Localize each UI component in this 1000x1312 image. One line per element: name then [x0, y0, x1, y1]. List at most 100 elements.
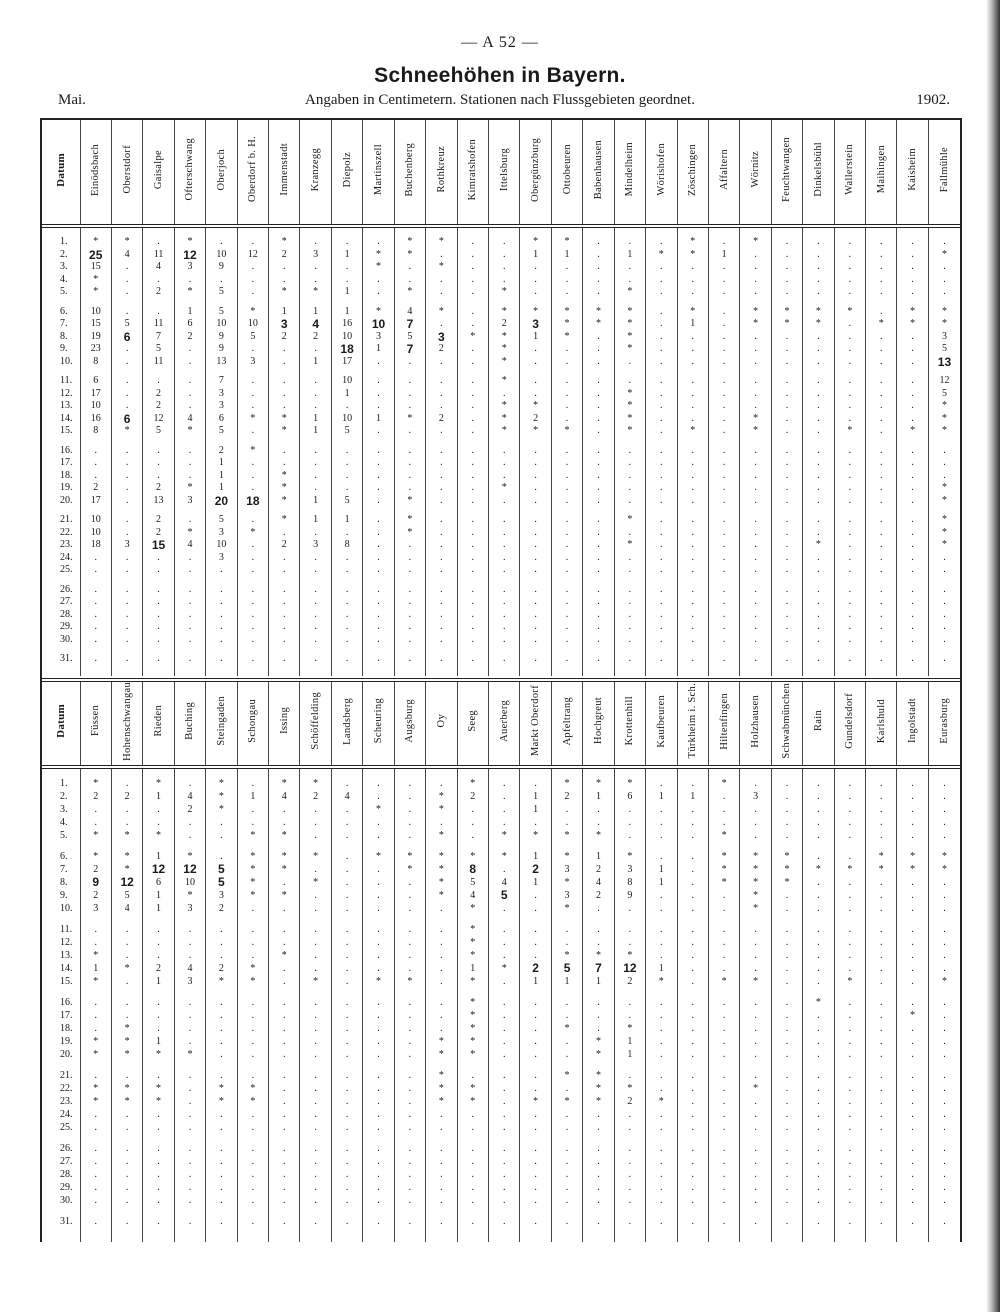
snow-depth-cell: . [865, 387, 897, 400]
snow-depth-cell: * [236, 829, 269, 843]
snow-depth-cell: * [110, 863, 143, 877]
column-header-station: Holzhausen [739, 679, 772, 770]
snow-depth-cell: . [896, 790, 929, 804]
snow-depth-cell: . [802, 646, 835, 676]
snow-depth-cell: . [707, 1035, 740, 1049]
snow-depth-cell: . [833, 962, 866, 976]
station-name: Schwabmünchen [781, 683, 793, 759]
snow-depth-cell: . [268, 816, 300, 830]
column-header-station: Seeg [456, 679, 489, 770]
date-cell: 24. [60, 551, 73, 563]
snow-depth-cell: 2 [142, 387, 175, 400]
snow-depth-cell: . [770, 273, 803, 286]
table-row: 22. * * *. * *..... * *... * *... *...... [42, 1082, 960, 1096]
snow-depth-cell: * [456, 1035, 489, 1049]
snow-depth-cell: . [707, 608, 740, 621]
snow-depth-cell: . [456, 298, 489, 318]
snow-depth-cell: . [613, 368, 646, 388]
snow-depth-cell: . [173, 1009, 206, 1023]
snow-depth-cell: . [865, 1194, 897, 1208]
snow-depth-cell: 1 [550, 975, 583, 989]
snow-depth-cell: . [519, 539, 552, 552]
column-header-station: Dinkelsbühl [802, 120, 835, 228]
snow-depth-cell: 1 [299, 298, 332, 318]
snow-depth-cell: . [330, 816, 363, 830]
column-header-station: Apfeltrang [550, 679, 583, 770]
date-cell: 12. [60, 937, 73, 949]
snow-depth-cell: . [582, 1121, 615, 1135]
snow-depth-cell: . [676, 803, 709, 817]
snow-depth-cell: . [268, 633, 300, 646]
snow-depth-cell: . [425, 1009, 458, 1023]
snow-depth-cell: 3 [110, 539, 143, 552]
snow-depth-cell: * [613, 507, 646, 527]
station-name: Kaisheim [907, 148, 919, 191]
snow-depth-cell: . [110, 633, 143, 646]
snow-depth-cell: . [110, 526, 143, 539]
snow-depth-cell: . [707, 355, 740, 368]
snow-depth-cell: . [833, 1194, 866, 1208]
snow-depth-cell: . [613, 564, 646, 577]
snow-depth-cell: . [770, 829, 803, 843]
snow-depth-cell: . [362, 1134, 395, 1156]
snow-depth-cell: . [79, 576, 112, 596]
snow-depth-cell: 12 [613, 962, 646, 976]
snow-depth-cell: . [707, 889, 740, 903]
snow-depth-cell: * [268, 507, 300, 527]
snow-depth-cell: . [896, 876, 929, 890]
table-row: 9. 2 5 1 * 3 * *.... * 4 5. 3 2 9... *...... [42, 889, 960, 903]
snow-depth-cell: . [362, 790, 395, 804]
snow-depth-cell: . [896, 343, 929, 356]
snow-depth-cell: . [707, 915, 740, 937]
snow-depth-cell: . [927, 286, 960, 299]
snow-depth-cell: 18 [330, 343, 363, 356]
snow-depth-cell: * [896, 1009, 929, 1023]
snow-depth-cell: . [802, 1061, 835, 1083]
snow-depth-cell: 5 [205, 876, 238, 890]
snow-depth-cell: . [362, 437, 395, 457]
snow-depth-cell: . [707, 1134, 740, 1156]
snow-depth-cell: . [645, 1022, 678, 1036]
snow-depth-cell: * [802, 539, 835, 552]
snow-depth-cell: . [770, 621, 803, 634]
snow-depth-cell: . [456, 1061, 489, 1083]
snow-depth-cell: . [268, 273, 300, 286]
snow-depth-cell: . [645, 936, 678, 950]
snow-depth-cell: . [833, 248, 866, 261]
snow-depth-cell: . [802, 962, 835, 976]
snow-depth-cell: 6 [142, 876, 175, 890]
snow-depth-cell: . [582, 1022, 615, 1036]
snow-depth-cell: . [739, 915, 772, 937]
snow-depth-cell: . [519, 368, 552, 388]
snow-depth-cell: . [707, 1048, 740, 1062]
table-row: 19. * * 1........ * *... * 1.......... [42, 1035, 960, 1049]
snow-depth-cell: * [79, 226, 112, 249]
snow-depth-cell: . [770, 482, 803, 495]
snow-depth-cell: * [362, 298, 395, 318]
snow-depth-cell: . [425, 286, 458, 299]
table-row: 22. 10. 2 * 3 *.... *................ * [42, 526, 960, 539]
snow-depth-cell: . [79, 1194, 112, 1208]
snow-depth-cell: . [613, 633, 646, 646]
snow-depth-cell: . [865, 494, 897, 507]
snow-depth-cell: . [676, 286, 709, 299]
snow-depth-cell: . [362, 226, 395, 249]
snow-depth-cell: . [739, 1108, 772, 1122]
snow-depth-cell: . [487, 767, 520, 791]
snow-depth-cell: . [707, 1181, 740, 1195]
snow-depth-cell: . [268, 1022, 300, 1036]
snow-depth-cell: . [487, 564, 520, 577]
snow-depth-cell: . [770, 816, 803, 830]
snow-depth-cell: . [550, 988, 583, 1010]
table-row: 30............................. [42, 633, 960, 646]
station-name: Krottenhill [624, 696, 636, 746]
snow-depth-cell: * [236, 842, 269, 864]
snow-depth-cell: . [865, 343, 897, 356]
snow-depth-cell: . [802, 1035, 835, 1049]
snow-depth-cell: . [110, 437, 143, 457]
date-cell: 20. [60, 1049, 73, 1061]
snow-depth-cell: . [110, 286, 143, 299]
snow-depth-cell: . [456, 1155, 489, 1169]
snow-depth-cell: . [268, 1155, 300, 1169]
header-row: Datum Füssen Hohenschwangau Rieden Buching St… [42, 679, 960, 770]
